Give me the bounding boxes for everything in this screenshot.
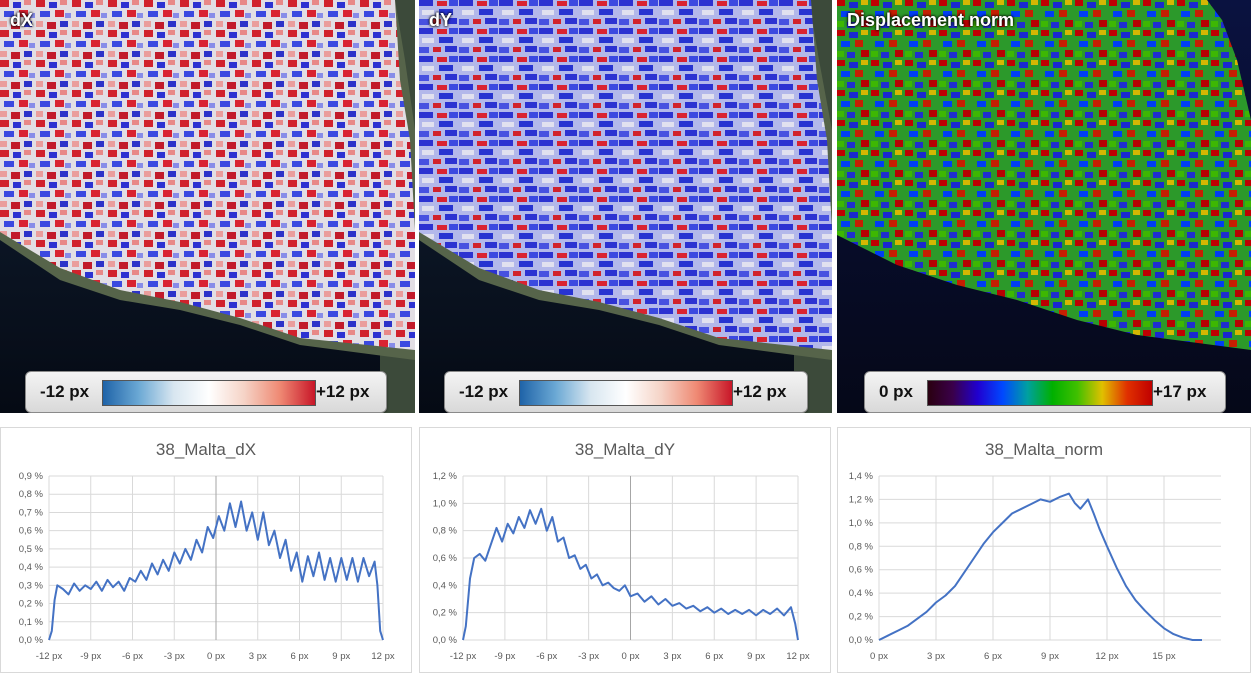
dx-displacement-map	[0, 0, 415, 413]
colorbar	[102, 380, 316, 406]
colorbar	[519, 380, 733, 406]
x-tick-label: -3 px	[578, 651, 599, 662]
y-tick-label: 0,6 %	[849, 565, 874, 576]
panel-title: dY	[429, 10, 453, 30]
x-tick-label: -12 px	[450, 651, 477, 662]
chart-title: 38_Malta_dY	[574, 440, 676, 459]
y-tick-label: 1,4 %	[849, 471, 874, 482]
y-tick-label: 0,6 %	[433, 553, 458, 564]
histogram-dx: 38_Malta_dX 0,0 % 0,1 % 0,2 % 0,3 % 0,4 % 0,5…	[0, 427, 412, 673]
norm-displacement-map	[837, 0, 1251, 413]
y-tick-label: 0,8 %	[433, 526, 458, 537]
x-tick-label: -9 px	[80, 651, 101, 662]
legend-max-label: +17 px	[1153, 382, 1207, 401]
x-tick-label: 3 px	[249, 651, 267, 662]
histogram-dy: 38_Malta_dY 0,0 % 0,2 % 0,4 % 0,6 % 0,8 % 1,0…	[419, 427, 831, 673]
x-tick-label: 9 px	[332, 651, 350, 662]
y-tick-label: 0,4 %	[433, 580, 458, 591]
colorbar	[927, 380, 1153, 406]
colorbar-legend: 0 px +17 px	[864, 371, 1226, 413]
legend-min-label: 0 px	[879, 382, 914, 401]
x-tick-label: 12 px	[371, 651, 394, 662]
y-tick-label: 0,1 %	[19, 617, 44, 628]
x-tick-label: 9 px	[747, 651, 765, 662]
y-tick-label: 1,2 %	[433, 471, 458, 482]
panel-title: Displacement norm	[847, 10, 1015, 30]
x-tick-label: 3 px	[927, 651, 945, 662]
x-tick-label: 12 px	[1095, 651, 1118, 662]
x-tick-label: 6 px	[984, 651, 1002, 662]
x-tick-label: -6 px	[122, 651, 143, 662]
y-tick-label: 0,7 %	[19, 507, 44, 518]
y-tick-label: 0,2 %	[19, 599, 44, 610]
legend-min-label: -12 px	[459, 382, 509, 401]
legend-min-label: -12 px	[40, 382, 90, 401]
y-tick-label: 0,0 %	[849, 635, 874, 646]
y-tick-label: 0,5 %	[19, 544, 44, 555]
x-tick-label: 3 px	[663, 651, 681, 662]
panel-title: dX	[10, 10, 34, 30]
x-tick-label: 9 px	[1041, 651, 1059, 662]
y-tick-label: 0,6 %	[19, 526, 44, 537]
y-tick-label: 0,4 %	[849, 588, 874, 599]
chart-svg: 0,0 % 0,1 % 0,2 % 0,3 % 0,4 % 0,5 % 0,6 % 0,7 %…	[19, 471, 395, 662]
x-tick-label: 6 px	[291, 651, 309, 662]
x-tick-label: -12 px	[36, 651, 63, 662]
y-tick-label: 0,3 %	[19, 580, 44, 591]
x-tick-label: 15 px	[1152, 651, 1175, 662]
x-tick-label: 6 px	[705, 651, 723, 662]
y-tick-label: 0,8 %	[849, 541, 874, 552]
y-tick-label: 1,2 %	[849, 494, 874, 505]
chart-title: 38_Malta_norm	[984, 440, 1104, 459]
y-tick-label: 0,8 %	[19, 489, 44, 500]
chart-title: 38_Malta_dX	[155, 440, 257, 459]
dy-displacement-map	[419, 0, 832, 413]
y-tick-label: 0,0 %	[433, 635, 458, 646]
x-tick-label: 12 px	[786, 651, 809, 662]
y-tick-label: 0,2 %	[433, 608, 458, 619]
y-tick-label: 0,2 %	[849, 612, 874, 623]
y-tick-label: 1,0 %	[849, 518, 874, 529]
x-tick-label: 0 px	[622, 651, 640, 662]
histogram-norm: 38_Malta_norm 0,0 % 0,2 % 0,4 % 0,6 % 0,8 % 1…	[837, 427, 1251, 673]
y-tick-label: 1,0 %	[433, 498, 458, 509]
colorbar-legend: -12 px +12 px	[25, 371, 387, 413]
x-tick-label: -9 px	[494, 651, 515, 662]
chart-svg: 0,0 % 0,2 % 0,4 % 0,6 % 0,8 % 1,0 % 1,2 % -12 p…	[433, 471, 810, 662]
series-line	[48, 500, 384, 641]
chart-svg: 0,0 % 0,2 % 0,4 % 0,6 % 0,8 % 1,0 % 1,2 % 1,4 %…	[849, 471, 1221, 662]
colorbar-legend: -12 px +12 px	[444, 371, 808, 413]
x-tick-label: 0 px	[870, 651, 888, 662]
legend-max-label: +12 px	[316, 382, 370, 401]
map-panel-dx: dX -12 px +12 px	[0, 0, 415, 413]
series-line	[878, 492, 1202, 641]
y-tick-label: 0,4 %	[19, 562, 44, 573]
map-panel-dy: dY -12 px +12 px	[419, 0, 832, 413]
x-tick-label: -3 px	[164, 651, 185, 662]
series-line	[462, 507, 799, 641]
x-tick-label: -6 px	[536, 651, 557, 662]
x-tick-label: 0 px	[207, 651, 225, 662]
map-panel-norm: Displacement norm 0 px +17 px	[837, 0, 1251, 413]
legend-max-label: +12 px	[733, 382, 787, 401]
y-tick-label: 0,9 %	[19, 471, 44, 482]
y-tick-label: 0,0 %	[19, 635, 44, 646]
